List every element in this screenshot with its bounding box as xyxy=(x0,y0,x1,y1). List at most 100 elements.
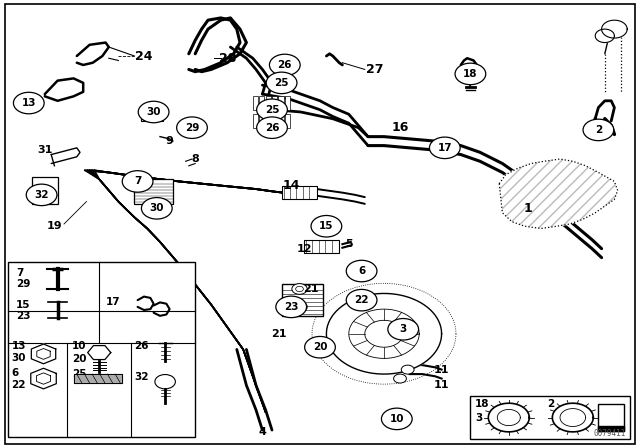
Circle shape xyxy=(296,304,303,310)
Circle shape xyxy=(292,302,307,312)
Text: 17: 17 xyxy=(438,143,452,153)
Text: 13: 13 xyxy=(22,98,36,108)
Polygon shape xyxy=(88,345,111,360)
Polygon shape xyxy=(488,403,529,432)
Text: 10: 10 xyxy=(72,341,86,351)
Text: 8: 8 xyxy=(191,154,199,164)
Text: 11: 11 xyxy=(434,380,449,390)
Bar xyxy=(278,96,284,110)
Text: 21: 21 xyxy=(303,284,318,294)
Text: 31: 31 xyxy=(37,145,52,155)
Text: 20: 20 xyxy=(313,342,327,352)
Circle shape xyxy=(26,184,57,206)
Circle shape xyxy=(13,92,44,114)
Text: 29: 29 xyxy=(185,123,199,133)
Circle shape xyxy=(394,374,406,383)
Text: 21: 21 xyxy=(271,329,286,339)
Circle shape xyxy=(455,63,486,85)
Text: 1: 1 xyxy=(524,202,532,215)
Bar xyxy=(134,179,173,204)
Text: 29: 29 xyxy=(16,280,30,289)
Text: 18: 18 xyxy=(463,69,477,79)
Circle shape xyxy=(429,137,460,159)
Text: 26: 26 xyxy=(134,341,149,351)
Text: 9: 9 xyxy=(166,136,173,146)
Circle shape xyxy=(257,117,287,138)
Polygon shape xyxy=(602,20,627,38)
Circle shape xyxy=(311,215,342,237)
Text: 4: 4 xyxy=(259,427,266,437)
Text: 32: 32 xyxy=(134,372,149,382)
Circle shape xyxy=(257,99,287,121)
Bar xyxy=(253,114,258,128)
Text: 23: 23 xyxy=(284,302,298,312)
Bar xyxy=(266,96,271,110)
Text: 25: 25 xyxy=(275,78,289,88)
Circle shape xyxy=(317,222,330,231)
Text: 17: 17 xyxy=(106,297,120,307)
Text: 5: 5 xyxy=(345,239,353,249)
Bar xyxy=(266,114,271,128)
Bar xyxy=(259,114,264,128)
Text: 22: 22 xyxy=(355,295,369,305)
Text: 2: 2 xyxy=(595,125,602,135)
Polygon shape xyxy=(552,403,593,432)
Text: 27: 27 xyxy=(365,63,383,76)
Bar xyxy=(278,114,284,128)
Text: 6: 6 xyxy=(12,368,19,378)
Text: 16: 16 xyxy=(391,121,409,134)
Circle shape xyxy=(177,117,207,138)
Text: 11: 11 xyxy=(434,365,449,375)
Text: 25: 25 xyxy=(265,105,279,115)
Text: 13: 13 xyxy=(12,341,26,351)
Circle shape xyxy=(346,260,377,282)
Text: 10: 10 xyxy=(390,414,404,424)
Bar xyxy=(272,96,277,110)
Circle shape xyxy=(381,408,412,430)
Text: 30: 30 xyxy=(147,107,161,117)
Circle shape xyxy=(346,289,377,311)
Polygon shape xyxy=(499,159,618,228)
Bar xyxy=(285,96,290,110)
Text: 26: 26 xyxy=(278,60,292,70)
Text: 26: 26 xyxy=(265,123,279,133)
Text: 30: 30 xyxy=(150,203,164,213)
Polygon shape xyxy=(31,368,56,389)
Text: 14: 14 xyxy=(282,179,300,193)
Circle shape xyxy=(266,72,297,94)
Text: 12: 12 xyxy=(296,244,312,254)
Circle shape xyxy=(388,319,419,340)
Circle shape xyxy=(269,54,300,76)
Circle shape xyxy=(138,101,169,123)
Text: 15: 15 xyxy=(319,221,333,231)
Bar xyxy=(272,114,277,128)
Circle shape xyxy=(276,296,307,318)
Bar xyxy=(253,96,258,110)
Text: 23: 23 xyxy=(16,311,31,321)
Text: 20: 20 xyxy=(72,354,86,364)
Bar xyxy=(32,177,58,204)
Circle shape xyxy=(305,336,335,358)
Bar xyxy=(304,240,339,253)
Text: 3: 3 xyxy=(475,413,482,422)
Text: 28: 28 xyxy=(218,52,236,65)
Text: 24: 24 xyxy=(135,49,153,63)
Text: 30: 30 xyxy=(12,353,26,363)
Polygon shape xyxy=(31,344,56,364)
Polygon shape xyxy=(74,374,122,383)
Circle shape xyxy=(583,119,614,141)
Text: 19: 19 xyxy=(47,221,62,231)
Text: 3: 3 xyxy=(399,324,407,334)
Text: 25: 25 xyxy=(72,369,86,379)
Circle shape xyxy=(122,171,153,192)
Text: 32: 32 xyxy=(35,190,49,200)
Bar xyxy=(282,284,323,316)
Bar xyxy=(470,396,630,439)
Bar xyxy=(141,108,163,121)
Circle shape xyxy=(292,284,307,294)
Bar xyxy=(259,96,264,110)
Bar xyxy=(285,114,290,128)
Text: 15: 15 xyxy=(16,300,31,310)
Circle shape xyxy=(296,286,303,292)
Text: 7: 7 xyxy=(16,268,24,278)
